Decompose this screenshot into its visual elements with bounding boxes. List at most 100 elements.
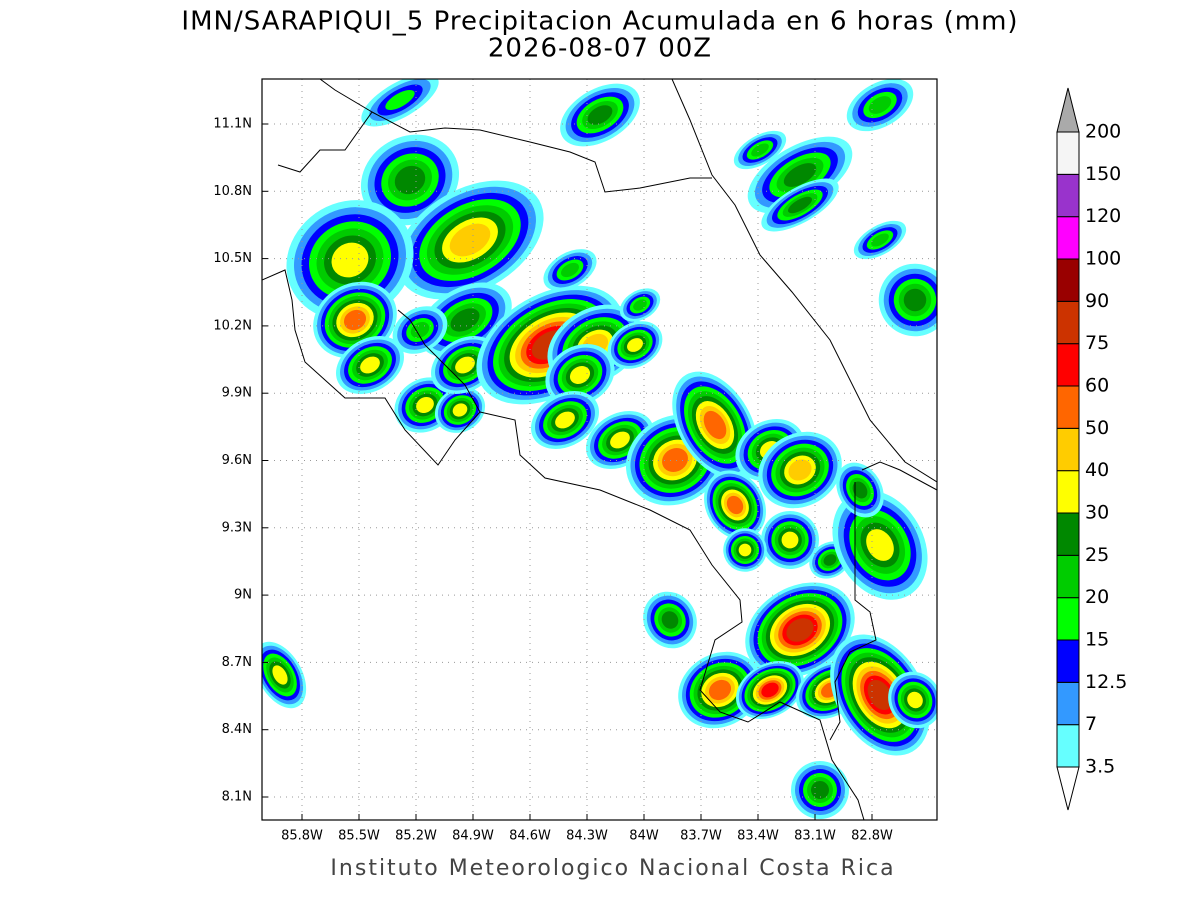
x-tick-label: 84W	[629, 829, 659, 844]
colorbar-label: 30	[1085, 502, 1109, 524]
rain-cell	[569, 365, 591, 385]
rain-cell	[661, 611, 679, 629]
rain-cell	[866, 529, 894, 561]
y-tick-label: 9.6N	[222, 453, 252, 468]
coast-pacific	[479, 411, 865, 820]
rain-cell	[761, 682, 779, 698]
colorbar-box	[1056, 554, 1080, 599]
colorbar-box	[1056, 681, 1080, 726]
y-tick-label: 9.3N	[222, 520, 252, 535]
border-nicaragua	[371, 111, 712, 193]
x-tick-label: 83.1W	[794, 829, 836, 844]
rain-cell	[394, 165, 426, 195]
rain-cell	[561, 262, 579, 278]
colorbar-label: 150	[1085, 163, 1121, 185]
colorbar-label: 25	[1085, 544, 1109, 566]
coast-panama	[861, 461, 937, 491]
rain-cell	[627, 338, 643, 352]
colorbar-under	[1056, 766, 1080, 811]
rain-cell	[738, 543, 752, 557]
colorbar-label: 7	[1085, 713, 1097, 735]
rain-cell	[331, 242, 369, 278]
colorbar-label: 40	[1085, 459, 1109, 481]
graticule: 85.8W 85.5W 85.2W 84.9W 84.6W 84.3W 84W 83.7W 83…	[213, 79, 937, 844]
colorbar-label: 50	[1085, 417, 1109, 439]
y-tick-label: 9.9N	[222, 386, 252, 401]
rain-cell	[610, 431, 630, 449]
rain-cell	[868, 96, 892, 114]
colorbar-box	[1056, 216, 1080, 260]
rain-cell	[360, 356, 380, 374]
rain-cell	[272, 665, 288, 685]
rain-cell	[823, 554, 837, 566]
y-tick-label: 11.1N	[213, 117, 252, 132]
rain-cell	[449, 223, 491, 257]
rain-cell	[708, 679, 732, 701]
colorbar-label: 60	[1085, 375, 1109, 397]
colorbar-box	[1056, 724, 1080, 768]
x-tick-label: 83.7W	[680, 829, 722, 844]
colorbar-box	[1056, 639, 1080, 683]
colorbar-label: 15	[1085, 629, 1109, 651]
x-tick-label: 85.2W	[395, 829, 437, 844]
colorbar-box	[1056, 470, 1080, 514]
rain-cell	[385, 89, 415, 111]
rain-cell	[416, 396, 434, 414]
colorbar-box	[1056, 343, 1080, 387]
x-tick-label: 84.3W	[566, 829, 608, 844]
rain-cell	[633, 299, 647, 311]
colorbar-label: 90	[1085, 290, 1109, 312]
rain-cell	[587, 105, 613, 125]
coast-nicaragua	[277, 79, 373, 173]
rain-cell	[751, 143, 769, 157]
colorbar-label: 200	[1085, 121, 1121, 143]
subtitle: 2026-08-07 00Z	[488, 34, 712, 64]
rain-cell	[907, 691, 923, 709]
rain-cell	[781, 531, 799, 549]
rain-cell	[788, 459, 812, 481]
colorbar-box	[1056, 173, 1080, 218]
colorbar-label: 100	[1085, 248, 1121, 270]
colorbar-label: 3.5	[1085, 756, 1115, 778]
map-frame	[261, 78, 938, 821]
rain-cell	[662, 447, 688, 473]
rain-cell	[811, 781, 829, 799]
colorbar-label: 20	[1085, 586, 1109, 608]
y-tick-label: 8.7N	[222, 655, 252, 670]
colorbar-box	[1056, 512, 1080, 556]
rain-cell	[703, 410, 727, 440]
x-tick-label: 85.8W	[281, 829, 323, 844]
colorbar-label: 75	[1085, 332, 1109, 354]
rain-cell	[555, 411, 575, 429]
y-tick-label: 8.4N	[222, 722, 252, 737]
x-tick-label: 84.6W	[509, 829, 551, 844]
colorbar-box	[1056, 385, 1080, 429]
rain-cell	[788, 196, 812, 214]
rain-cell	[455, 356, 475, 374]
coastlines	[262, 79, 937, 820]
x-tick-label: 83.4W	[737, 829, 779, 844]
title: IMN/SARAPIQUI_5 Precipitacion Acumulada …	[181, 7, 1018, 37]
y-tick-label: 10.5N	[213, 251, 252, 266]
coast-caribbean	[671, 79, 937, 483]
rain-cell	[786, 618, 814, 642]
rain-cell	[726, 495, 744, 515]
colorbar-box	[1056, 131, 1080, 175]
rain-cell	[783, 163, 817, 187]
colorbar-box	[1056, 597, 1080, 641]
y-tick-label: 9N	[234, 588, 252, 603]
coast-nicoya	[262, 269, 481, 466]
colorbar: 3.5 7 12.5 15 20 25 30 40 50 60 75 90 100 120 150 200	[1056, 87, 1127, 811]
footer: Instituto Meteorologico Nacional Costa R…	[330, 856, 895, 881]
colorbar-label: 12.5	[1085, 671, 1127, 693]
colorbar-box	[1056, 427, 1080, 472]
colorbar-box	[1056, 258, 1080, 302]
y-tick-label: 10.8N	[213, 184, 252, 199]
rain-cell	[452, 403, 468, 417]
precipitation-field	[262, 79, 937, 819]
x-tick-label: 82.8W	[851, 829, 893, 844]
rain-cell	[871, 233, 889, 247]
colorbar-box	[1056, 300, 1080, 345]
rain-cell	[343, 309, 367, 331]
